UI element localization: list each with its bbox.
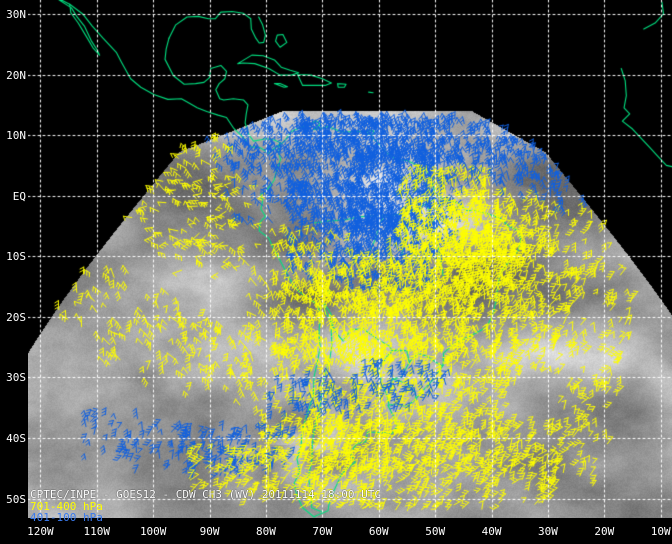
y-tick-30S: 30S	[6, 371, 26, 385]
x-tick-100W: 100W	[139, 525, 167, 538]
satellite-imagery-canvas	[28, 0, 672, 518]
x-tick-30W: 30W	[537, 525, 558, 538]
x-tick-50W: 50W	[425, 525, 446, 538]
y-tick-20N: 20N	[6, 68, 26, 82]
x-tick-60W: 60W	[368, 525, 389, 538]
y-tick-30N: 30N	[6, 7, 26, 21]
legend-item-high-layer: 701-400 hPa	[30, 500, 103, 513]
x-tick-90W: 90W	[199, 525, 220, 538]
x-tick-70W: 70W	[312, 525, 333, 538]
x-tick-20W: 20W	[594, 525, 615, 538]
y-tick-EQ: EQ	[12, 189, 26, 203]
x-axis-band	[0, 518, 672, 544]
x-tick-10W: 10W	[650, 525, 671, 538]
y-tick-10N: 10N	[6, 129, 26, 143]
y-tick-50S: 50S	[6, 492, 26, 506]
legend-item-low-layer: 401-100 hPa	[30, 511, 103, 524]
x-tick-80W: 80W	[256, 525, 276, 538]
y-tick-10S: 10S	[6, 250, 26, 264]
x-tick-110W: 110W	[83, 525, 111, 538]
x-tick-40W: 40W	[481, 525, 502, 538]
product-caption: CPTEC/INPE - GOES12 - CDW CH3 (WV) 20111…	[30, 488, 381, 501]
y-tick-20S: 20S	[6, 310, 26, 324]
x-tick-120W: 120W	[27, 525, 54, 538]
y-tick-40S: 40S	[6, 432, 26, 446]
map-plot-area[interactable]	[28, 0, 672, 518]
